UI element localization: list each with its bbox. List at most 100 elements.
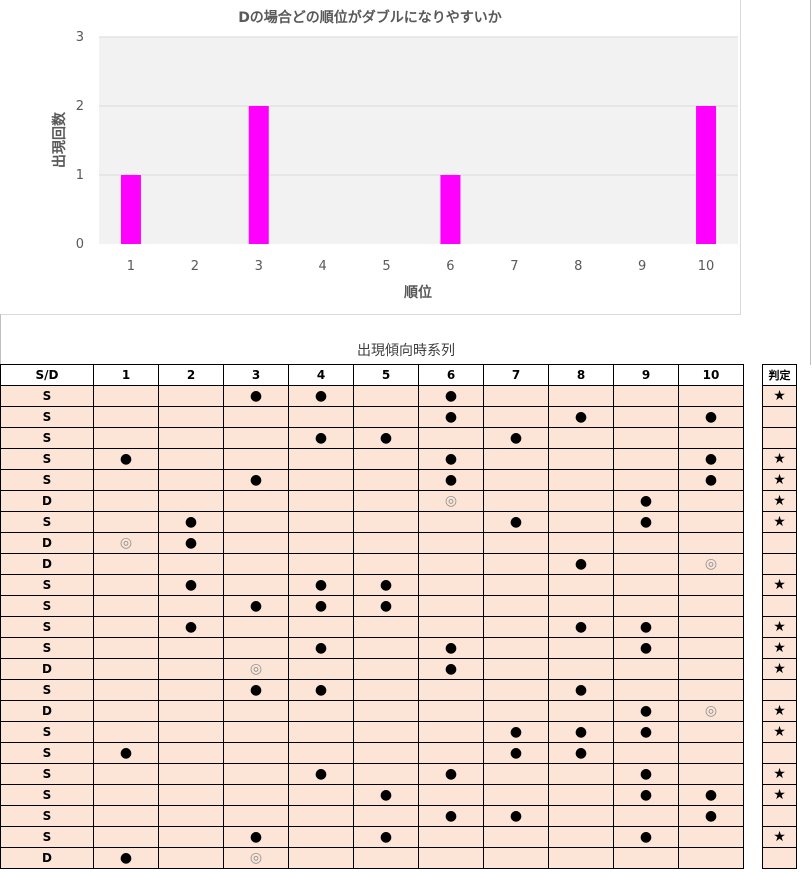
x-tick-label: 7 (510, 259, 518, 274)
single-mark: ● (223, 679, 289, 701)
empty-cell (678, 679, 744, 701)
empty-cell (483, 700, 549, 722)
judge-row: ★ (762, 658, 797, 680)
empty-cell (678, 637, 744, 659)
single-mark: ● (548, 553, 614, 575)
judge-row: ★ (762, 511, 797, 533)
empty-cell (288, 532, 354, 554)
empty-cell (548, 805, 614, 827)
judge-empty (762, 595, 797, 617)
single-mark: ● (613, 721, 679, 743)
x-axis-label: 順位 (404, 284, 432, 301)
empty-cell (353, 700, 419, 722)
header-rank-8: 8 (548, 364, 614, 386)
header-rank-2: 2 (158, 364, 224, 386)
bar-6 (440, 175, 461, 244)
single-mark: ● (223, 595, 289, 617)
empty-cell (288, 784, 354, 806)
table-row: S ● ● ● (0, 511, 744, 533)
judge-row (762, 427, 797, 449)
empty-cell (353, 763, 419, 785)
left-border (0, 314, 1, 365)
row-type: S (0, 427, 94, 449)
judge-row: ★ (762, 721, 797, 743)
empty-cell (418, 553, 484, 575)
x-tick-label: 4 (319, 259, 327, 274)
empty-cell (223, 574, 289, 596)
empty-cell (288, 553, 354, 575)
empty-cell (288, 847, 354, 869)
judge-empty (762, 742, 797, 764)
header-rank-5: 5 (353, 364, 419, 386)
star-mark: ★ (762, 448, 797, 470)
empty-cell (418, 574, 484, 596)
empty-cell (483, 574, 549, 596)
empty-cell (678, 574, 744, 596)
table-row: S ● ● ● (0, 805, 744, 827)
judge-row: ★ (762, 616, 797, 638)
judge-row: ★ (762, 385, 797, 407)
empty-cell (93, 805, 159, 827)
judge-empty (762, 679, 797, 701)
single-mark: ● (288, 763, 354, 785)
row-type: D (0, 700, 94, 722)
judge-empty (762, 553, 797, 575)
star-mark: ★ (762, 763, 797, 785)
empty-cell (158, 805, 224, 827)
row-type: D (0, 490, 94, 512)
judge-row: ★ (762, 826, 797, 848)
empty-cell (93, 637, 159, 659)
y-tick-label: 1 (76, 168, 84, 183)
empty-cell (223, 553, 289, 575)
single-mark: ● (353, 595, 419, 617)
empty-cell (483, 469, 549, 491)
table-row: D ● ◎ (0, 553, 744, 575)
table-row: S ● ● ● (0, 595, 744, 617)
empty-cell (93, 490, 159, 512)
table-title: 出現傾向時系列 (357, 343, 455, 359)
empty-cell (353, 469, 419, 491)
row-type: S (0, 805, 94, 827)
table-row: D ◎ ● (0, 490, 744, 512)
table-row: S ● ● ● (0, 427, 744, 449)
single-mark: ● (418, 637, 484, 659)
empty-cell (678, 427, 744, 449)
single-mark: ● (613, 637, 679, 659)
empty-cell (158, 469, 224, 491)
chart-panel: 1 2 3 4 5 6 7 8 9 10 0 1 2 3 Dの場合どの順位がダブルになりやすいか 順位 出現回数 (0, 0, 741, 315)
single-mark: ● (93, 847, 159, 869)
empty-cell (548, 511, 614, 533)
table-header-row: S/D 1 2 3 4 5 6 7 8 9 10 (0, 364, 744, 386)
judge-row: ★ (762, 448, 797, 470)
table-row: S ● ● ● (0, 826, 744, 848)
empty-cell (613, 595, 679, 617)
single-mark: ● (288, 574, 354, 596)
empty-cell (678, 721, 744, 743)
plot-area (99, 37, 738, 244)
empty-cell (158, 448, 224, 470)
empty-cell (613, 385, 679, 407)
empty-cell (678, 658, 744, 680)
empty-cell (223, 406, 289, 428)
star-mark: ★ (762, 616, 797, 638)
header-rank-9: 9 (613, 364, 679, 386)
empty-cell (288, 742, 354, 764)
header-sd: S/D (0, 364, 94, 386)
empty-cell (613, 658, 679, 680)
header-rank-4: 4 (288, 364, 354, 386)
judge-row (762, 406, 797, 428)
y-tick-label: 2 (76, 99, 84, 114)
empty-cell (158, 658, 224, 680)
empty-cell (288, 805, 354, 827)
empty-cell (353, 679, 419, 701)
x-tick-label: 2 (191, 259, 199, 274)
single-mark: ● (613, 490, 679, 512)
table-row: S ● ● ● (0, 721, 744, 743)
single-mark: ● (548, 742, 614, 764)
empty-cell (288, 721, 354, 743)
single-mark: ● (223, 469, 289, 491)
single-mark: ● (678, 406, 744, 428)
empty-cell (418, 847, 484, 869)
empty-cell (223, 616, 289, 638)
